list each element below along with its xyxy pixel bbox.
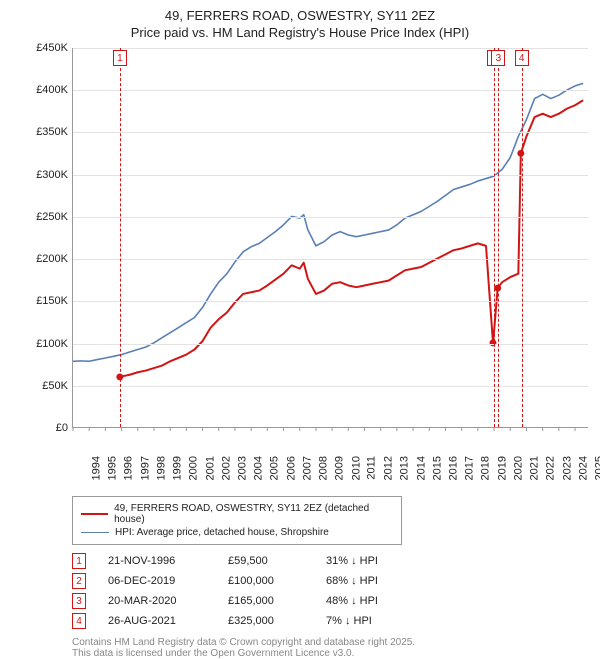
x-tick-label: 2005 — [269, 456, 281, 480]
y-tick-label: £450K — [36, 42, 68, 54]
sale-marker-box: 1 — [113, 50, 127, 66]
chart-svg — [73, 48, 588, 427]
y-tick-label: £200K — [36, 253, 68, 265]
transaction-row: 3 20-MAR-2020 £165,000 48% ↓ HPI — [72, 593, 590, 609]
transaction-marker: 4 — [72, 613, 86, 629]
transaction-diff: 31% ↓ HPI — [326, 555, 416, 567]
sale-marker-line — [498, 48, 499, 427]
x-tick-label: 2010 — [350, 456, 362, 480]
x-tick-label: 2019 — [496, 456, 508, 480]
plot-area: 1234 — [72, 48, 588, 428]
legend: 49, FERRERS ROAD, OSWESTRY, SY11 2EZ (de… — [72, 496, 402, 545]
transaction-marker: 3 — [72, 593, 86, 609]
legend-label: HPI: Average price, detached house, Shro… — [115, 527, 329, 538]
x-tick-label: 2012 — [383, 456, 395, 480]
legend-item: 49, FERRERS ROAD, OSWESTRY, SY11 2EZ (de… — [81, 503, 393, 525]
x-tick-label: 2014 — [415, 456, 427, 480]
y-tick-label: £0 — [56, 422, 68, 434]
footer-line: Contains HM Land Registry data © Crown c… — [72, 637, 572, 648]
sale-marker-line — [522, 48, 523, 427]
transaction-price: £59,500 — [228, 555, 304, 567]
x-tick-label: 2024 — [577, 456, 589, 480]
sale-marker-line — [120, 48, 121, 427]
y-tick-label: £300K — [36, 169, 68, 181]
series-hpi — [73, 83, 583, 361]
x-tick-label: 1995 — [107, 456, 119, 480]
legend-label: 49, FERRERS ROAD, OSWESTRY, SY11 2EZ (de… — [114, 503, 393, 525]
page-subtitle: Price paid vs. HM Land Registry's House … — [10, 25, 590, 40]
y-tick-label: £100K — [36, 338, 68, 350]
transaction-row: 4 26-AUG-2021 £325,000 7% ↓ HPI — [72, 613, 590, 629]
transactions-table: 1 21-NOV-1996 £59,500 31% ↓ HPI 2 06-DEC-2019… — [72, 553, 590, 629]
y-tick-label: £400K — [36, 84, 68, 96]
transaction-price: £100,000 — [228, 575, 304, 587]
y-axis: £0£50K£100K£150K£200K£250K£300K£350K£400… — [28, 48, 72, 428]
sale-marker-line — [494, 48, 495, 427]
page-title: 49, FERRERS ROAD, OSWESTRY, SY11 2EZ — [10, 8, 590, 23]
x-tick-label: 2000 — [188, 456, 200, 480]
sale-marker-box: 4 — [515, 50, 529, 66]
y-tick-label: £350K — [36, 126, 68, 138]
transaction-row: 2 06-DEC-2019 £100,000 68% ↓ HPI — [72, 573, 590, 589]
x-tick-label: 1996 — [123, 456, 135, 480]
x-tick-label: 2025 — [594, 456, 600, 480]
x-tick-label: 2002 — [220, 456, 232, 480]
transaction-diff: 68% ↓ HPI — [326, 575, 416, 587]
x-tick-label: 2013 — [399, 456, 411, 480]
transaction-date: 06-DEC-2019 — [108, 575, 206, 587]
transaction-diff: 48% ↓ HPI — [326, 595, 416, 607]
y-tick-label: £250K — [36, 211, 68, 223]
footer-line: This data is licensed under the Open Gov… — [72, 648, 572, 659]
y-tick-label: £150K — [36, 295, 68, 307]
x-tick-label: 1997 — [139, 456, 151, 480]
x-tick-label: 2009 — [334, 456, 346, 480]
x-tick-label: 2017 — [464, 456, 476, 480]
series-property — [120, 100, 583, 377]
x-tick-label: 2007 — [301, 456, 313, 480]
transaction-marker: 2 — [72, 573, 86, 589]
legend-swatch — [81, 513, 108, 515]
transaction-date: 20-MAR-2020 — [108, 595, 206, 607]
x-tick-label: 2008 — [318, 456, 330, 480]
x-tick-label: 1994 — [90, 456, 102, 480]
x-tick-label: 2003 — [237, 456, 249, 480]
transaction-date: 26-AUG-2021 — [108, 615, 206, 627]
x-tick-label: 2016 — [447, 456, 459, 480]
x-tick-label: 2004 — [253, 456, 265, 480]
x-tick-label: 2020 — [512, 456, 524, 480]
price-chart: £0 £50K £100K £150K £200K £250K £300K £350K £400… — [28, 48, 588, 452]
transaction-date: 21-NOV-1996 — [108, 555, 206, 567]
transaction-diff: 7% ↓ HPI — [326, 615, 416, 627]
transaction-price: £325,000 — [228, 615, 304, 627]
x-axis: 1994199519961997199819992000200120022003… — [72, 428, 588, 452]
transaction-marker: 1 — [72, 553, 86, 569]
x-tick-label: 2022 — [545, 456, 557, 480]
x-tick-label: 2011 — [366, 456, 378, 480]
footer: Contains HM Land Registry data © Crown c… — [72, 637, 572, 659]
sale-marker-box: 3 — [491, 50, 505, 66]
x-tick-label: 2015 — [431, 456, 443, 480]
x-tick-label: 1998 — [155, 456, 167, 480]
x-tick-label: 2021 — [529, 456, 541, 480]
y-tick-label: £50K — [42, 380, 68, 392]
x-tick-label: 2001 — [204, 456, 216, 480]
legend-item: HPI: Average price, detached house, Shro… — [81, 527, 393, 538]
transaction-price: £165,000 — [228, 595, 304, 607]
x-tick-label: 2023 — [561, 456, 573, 480]
x-tick-label: 1999 — [172, 456, 184, 480]
x-tick-label: 2006 — [285, 456, 297, 480]
transaction-row: 1 21-NOV-1996 £59,500 31% ↓ HPI — [72, 553, 590, 569]
x-tick-label: 2018 — [480, 456, 492, 480]
legend-swatch — [81, 532, 109, 534]
